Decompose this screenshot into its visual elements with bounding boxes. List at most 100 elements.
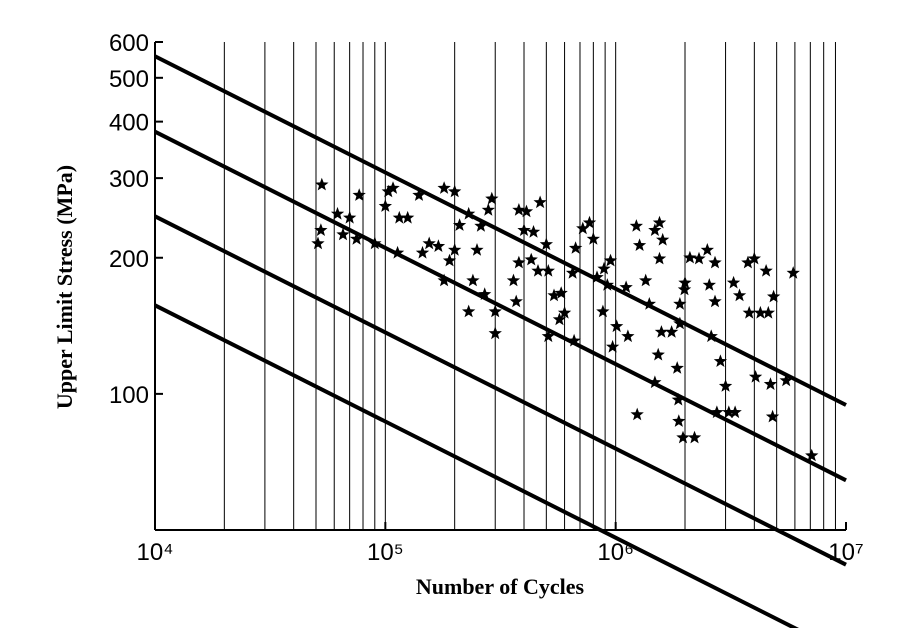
- data-point: [654, 325, 669, 338]
- data-point: [732, 288, 747, 302]
- data-point: [708, 294, 722, 308]
- data-point: [597, 261, 611, 275]
- x-tick-label: 10⁴: [136, 539, 173, 566]
- data-point: [606, 339, 620, 353]
- data-point: [619, 280, 633, 293]
- data-point: [330, 206, 345, 220]
- data-point: [524, 252, 538, 266]
- data-point: [676, 430, 690, 444]
- fit-line: [154, 129, 847, 483]
- data-point: [531, 264, 545, 277]
- data-point: [488, 326, 502, 340]
- data-point: [557, 305, 572, 319]
- data-point: [665, 325, 679, 338]
- data-point: [506, 273, 521, 287]
- data-point: [779, 373, 793, 387]
- data-point: [767, 289, 781, 303]
- data-point: [448, 184, 462, 198]
- y-tick-label: 500: [109, 66, 149, 93]
- data-point: [610, 319, 624, 333]
- data-point: [554, 286, 568, 299]
- data-point: [386, 181, 400, 194]
- data-point: [481, 203, 495, 216]
- data-point: [462, 304, 476, 318]
- data-point: [710, 405, 724, 419]
- data-point: [552, 312, 567, 326]
- data-point: [713, 354, 728, 367]
- data-point: [759, 264, 773, 277]
- data-point: [576, 221, 590, 235]
- data-point: [343, 210, 357, 224]
- data-point: [702, 278, 716, 291]
- data-point: [683, 250, 697, 264]
- data-point: [728, 405, 742, 419]
- fit-line: [154, 303, 800, 628]
- data-point: [603, 253, 618, 267]
- data-point: [652, 251, 667, 265]
- data-point: [488, 304, 502, 318]
- data-point: [761, 305, 775, 319]
- data-point: [437, 273, 451, 287]
- data-point: [642, 297, 656, 310]
- data-point: [700, 243, 714, 256]
- data-point: [565, 266, 580, 279]
- data-point: [437, 181, 451, 194]
- data-point: [541, 264, 555, 277]
- x-tick-label: 10⁷: [828, 539, 863, 566]
- data-point: [651, 347, 665, 361]
- data-point: [629, 219, 643, 232]
- data-point: [314, 223, 328, 236]
- data-point: [786, 266, 800, 279]
- data-point: [678, 275, 692, 289]
- data-point: [672, 414, 686, 427]
- data-point: [748, 370, 763, 383]
- y-axis-label: Upper Limit Stress (MPa): [52, 165, 77, 409]
- x-tick-label: 10⁵: [367, 539, 404, 566]
- data-point: [349, 232, 364, 245]
- data-point: [509, 294, 523, 308]
- data-point: [378, 199, 392, 212]
- data-point: [412, 188, 426, 201]
- data-point: [466, 273, 480, 287]
- data-point: [590, 270, 604, 283]
- data-point: [741, 255, 755, 269]
- data-point: [401, 210, 415, 224]
- data-point: [539, 237, 553, 251]
- data-point: [742, 305, 756, 319]
- data-point: [692, 251, 706, 265]
- data-point: [567, 333, 581, 347]
- data-point: [448, 243, 462, 256]
- data-point: [352, 188, 366, 201]
- data-point: [656, 232, 670, 246]
- y-tick-label: 100: [109, 382, 149, 409]
- data-point: [677, 282, 692, 296]
- data-point: [596, 304, 610, 318]
- data-point: [753, 305, 768, 319]
- data-point: [718, 379, 733, 392]
- data-point: [547, 288, 561, 302]
- data-point: [671, 392, 685, 406]
- y-tick-label: 400: [109, 110, 149, 137]
- data-point: [621, 329, 635, 343]
- data-point: [726, 275, 741, 289]
- data-point: [431, 239, 446, 252]
- data-point: [533, 195, 547, 209]
- y-tick-label: 300: [109, 166, 149, 193]
- data-point: [392, 210, 406, 224]
- data-point: [586, 232, 600, 245]
- y-tick-label: 600: [109, 30, 149, 57]
- fit-line: [154, 54, 847, 407]
- data-point: [639, 273, 653, 287]
- data-point: [722, 405, 736, 419]
- data-point: [315, 177, 329, 191]
- data-point: [381, 184, 395, 198]
- data-point: [470, 243, 484, 256]
- data-point: [512, 203, 526, 216]
- data-point: [452, 218, 467, 231]
- data-point: [708, 255, 722, 269]
- data-point: [541, 329, 555, 343]
- data-point: [485, 191, 499, 205]
- y-tick-label: 200: [109, 246, 149, 273]
- data-point: [652, 215, 667, 229]
